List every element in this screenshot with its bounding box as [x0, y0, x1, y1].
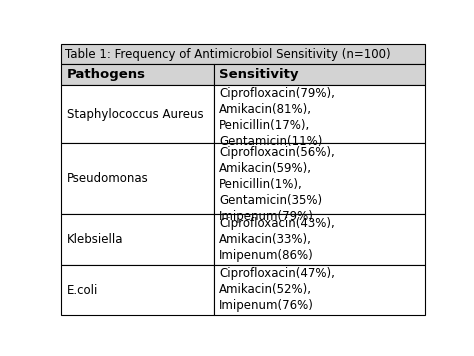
- Text: Table 1: Frequency of Antimicrobiol Sensitivity (n=100): Table 1: Frequency of Antimicrobiol Sens…: [65, 48, 391, 61]
- Bar: [61, 143, 213, 214]
- Bar: [213, 143, 425, 214]
- Text: Pathogens: Pathogens: [66, 68, 146, 81]
- Text: Pseudomonas: Pseudomonas: [66, 172, 148, 185]
- Text: E.coli: E.coli: [66, 283, 98, 297]
- Bar: [61, 265, 213, 315]
- Bar: [61, 44, 425, 64]
- Text: Staphylococcus Aureus: Staphylococcus Aureus: [66, 108, 203, 121]
- Text: Ciprofloxacin(43%),
Amikacin(33%),
Imipenum(86%): Ciprofloxacin(43%), Amikacin(33%), Imipe…: [219, 216, 335, 262]
- Bar: [213, 214, 425, 265]
- Text: Ciprofloxacin(56%),
Amikacin(59%),
Penicillin(1%),
Gentamicin(35%)
Imipenum(79%): Ciprofloxacin(56%), Amikacin(59%), Penic…: [219, 146, 335, 223]
- Bar: [61, 214, 213, 265]
- Text: Sensitivity: Sensitivity: [219, 68, 299, 81]
- Bar: [213, 64, 425, 85]
- Bar: [213, 265, 425, 315]
- Text: Ciprofloxacin(79%),
Amikacin(81%),
Penicillin(17%),
Gentamicin(11%): Ciprofloxacin(79%), Amikacin(81%), Penic…: [219, 88, 335, 148]
- Bar: [61, 64, 213, 85]
- Text: Ciprofloxacin(47%),
Amikacin(52%),
Imipenum(76%): Ciprofloxacin(47%), Amikacin(52%), Imipe…: [219, 267, 335, 312]
- Bar: [213, 85, 425, 143]
- Bar: [61, 85, 213, 143]
- Text: Klebsiella: Klebsiella: [66, 233, 123, 246]
